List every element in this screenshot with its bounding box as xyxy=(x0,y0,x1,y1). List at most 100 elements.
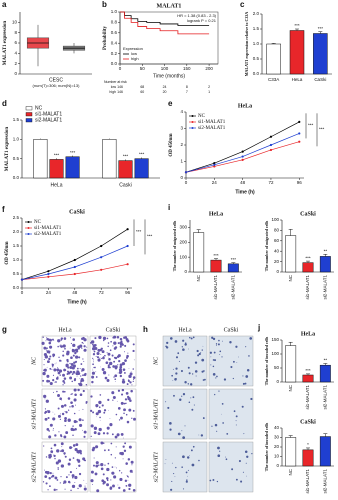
bar xyxy=(210,259,222,273)
chart-title: HeLa xyxy=(238,103,252,109)
point xyxy=(298,132,301,135)
x-tick-label: 50 xyxy=(140,66,146,71)
row-label: NC xyxy=(31,356,37,366)
column-label: HeLa xyxy=(58,327,72,333)
y-tick-label: 1.5 xyxy=(13,117,20,122)
y-tick-label: 2.0 xyxy=(253,11,260,16)
significance: *** xyxy=(305,255,311,260)
point xyxy=(73,272,76,276)
y-tick-label: 1 xyxy=(180,159,183,164)
x-tick-label: si2-MALAT1 xyxy=(323,275,328,300)
significance: *** xyxy=(139,152,145,157)
y-tick-label: 0 xyxy=(180,175,183,180)
y-tick-label: 200 xyxy=(179,239,187,244)
significance: *** xyxy=(136,229,142,234)
legend-swatch xyxy=(25,118,33,123)
risk-value: 2 xyxy=(208,85,210,89)
significance: *** xyxy=(318,26,324,31)
y-tick-label: 0.5 xyxy=(13,271,20,276)
bar xyxy=(49,159,64,179)
significance: *** xyxy=(54,152,60,157)
legend-label: si1-MALAT1 xyxy=(34,226,62,231)
x-tick-label: NC xyxy=(288,384,293,391)
y-tick-label: 6 xyxy=(14,40,17,45)
x-tick-label: 96 xyxy=(297,180,303,185)
bar xyxy=(302,262,314,273)
row-label: si2-MALAT1 xyxy=(153,452,159,483)
y-axis-label: MALAT1 expression xyxy=(3,21,8,66)
point xyxy=(213,165,216,168)
legend-label: si2-MALAT1 xyxy=(34,232,62,237)
survival-curve xyxy=(120,11,210,26)
column-label: HeLa xyxy=(178,327,192,333)
bar xyxy=(266,43,281,75)
significance: *** xyxy=(319,126,325,131)
risk-value: 7 xyxy=(186,90,188,94)
x-tick-label: Caski xyxy=(119,182,132,188)
x-tick-label: NC xyxy=(288,468,293,475)
point xyxy=(47,270,50,273)
y-tick-label: 4 xyxy=(180,109,183,114)
bar xyxy=(285,345,297,383)
y-tick-label: 0 xyxy=(276,463,279,468)
y-tick-label: 1.0 xyxy=(253,41,260,46)
bar xyxy=(289,30,305,75)
y-tick-label: 2 xyxy=(180,142,183,147)
column-label: CaSki xyxy=(106,327,121,333)
y-axis-label: MALAT1 expression relative to C33A xyxy=(244,12,249,77)
legend-marker xyxy=(191,127,194,129)
y-tick-label: 60 xyxy=(274,238,280,243)
x-tick-label: 100 xyxy=(161,66,169,71)
y-axis-label: OD 450nm xyxy=(169,133,174,157)
legend-marker xyxy=(191,121,194,123)
risk-row-name: low xyxy=(111,85,117,89)
point xyxy=(241,150,244,153)
y-tick-label: 2 xyxy=(14,61,17,66)
point xyxy=(184,171,188,174)
risk-table-title: Number at risk xyxy=(104,80,127,84)
legend-label: low xyxy=(131,51,137,56)
bar xyxy=(134,158,149,179)
y-tick-label: 1.0 xyxy=(13,257,20,262)
legend-marker xyxy=(27,227,30,229)
y-tick-label: 0 xyxy=(276,379,279,384)
point xyxy=(126,244,129,248)
legend-swatch xyxy=(25,112,33,117)
x-tick-label: 48 xyxy=(72,290,78,295)
y-tick-label: 0 xyxy=(276,269,279,274)
x-tick-label: 150 xyxy=(183,66,191,71)
x-tick-label: si1-MALAT1 xyxy=(305,385,310,410)
legend-label: si2-MALAT1 xyxy=(198,126,226,131)
point xyxy=(126,263,129,266)
bar xyxy=(33,139,48,179)
bar xyxy=(302,374,314,383)
y-tick-label: 40 xyxy=(274,248,280,253)
y-tick-label: 0.6 xyxy=(111,30,118,35)
stained-cells xyxy=(90,335,136,386)
bar xyxy=(285,437,297,467)
x-tick-label: si2-MALAT1 xyxy=(323,385,328,410)
legend-title: Expression xyxy=(123,46,143,51)
plot-frame xyxy=(119,11,219,65)
y-tick-label: 10 xyxy=(12,20,18,25)
annotation: HR = 1.38 (0.83 - 2.3) xyxy=(177,13,216,18)
stained-cells xyxy=(90,441,136,493)
y-tick-label: 2.5 xyxy=(13,215,20,220)
y-axis-label: The number of migrated cells xyxy=(264,220,269,271)
y-tick-label: 0.8 xyxy=(111,20,118,25)
panel-label: g xyxy=(2,325,7,334)
chart-title: MALAT1 xyxy=(157,3,182,9)
micrograph xyxy=(208,441,254,493)
y-tick-label: 0.0 xyxy=(13,285,20,290)
y-tick-label: 0 xyxy=(184,269,187,274)
x-tick-label: HeLa xyxy=(51,182,63,188)
y-tick-label: 50 xyxy=(274,365,280,370)
y-tick-label: 0.5 xyxy=(13,156,20,161)
micrograph xyxy=(89,335,137,387)
point xyxy=(298,120,301,123)
stained-cells xyxy=(41,336,88,387)
legend-label: si1-MALAT1 xyxy=(35,111,62,117)
x-tick-label: si2-MALAT1 xyxy=(231,275,236,300)
panel-label: f xyxy=(2,205,5,214)
significance: *** xyxy=(147,233,153,238)
